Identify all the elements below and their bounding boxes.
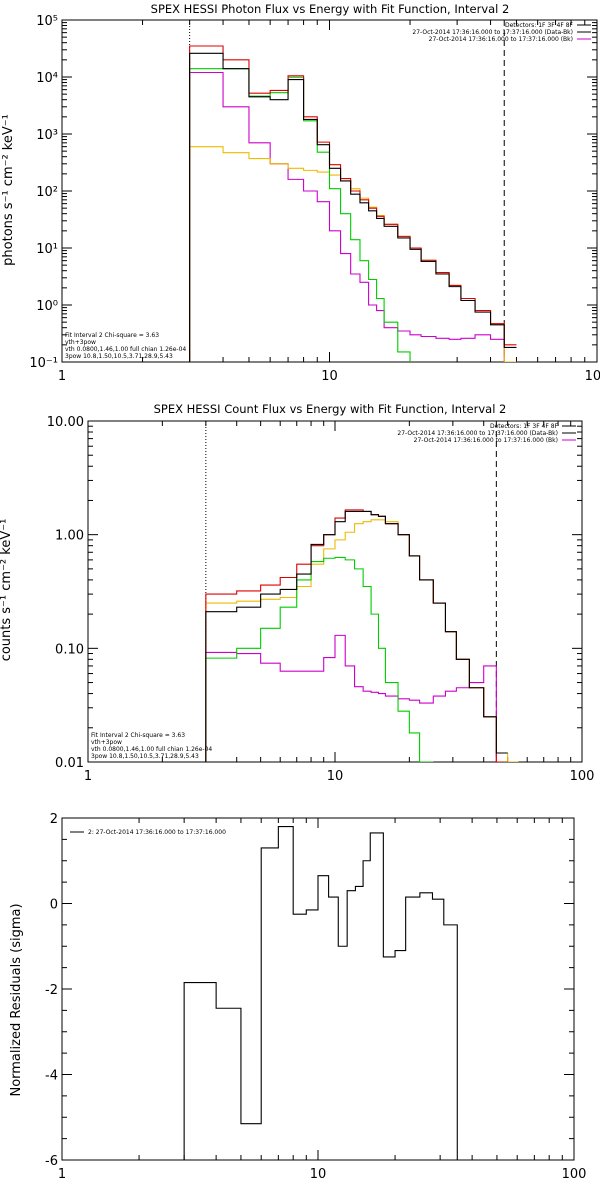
series-line	[183, 826, 458, 1160]
legend-top-label: 27-Oct-2014 17:36:16.000 to 17:37:16.000…	[397, 430, 558, 437]
y-tick-label: 10³	[36, 128, 58, 143]
x-tick-label: 10	[321, 369, 338, 384]
y-tick-label: 10¹	[36, 242, 58, 257]
y-tick-label: 10⁵	[36, 14, 58, 29]
photon-flux-title: SPEX HESSI Photon Flux vs Energy with Fi…	[151, 2, 510, 16]
series-line	[189, 52, 517, 362]
photon-flux-ylabel: photons s⁻¹ cm⁻² keV⁻¹	[1, 114, 16, 266]
legend-top-label: 27-Oct-2014 17:36:16.000 to 17:37:16.000…	[429, 36, 573, 43]
y-tick-label: 1.00	[55, 529, 84, 544]
x-tick-label: 10	[327, 769, 344, 784]
y-tick-label: 10²	[36, 185, 58, 200]
legend-bottom-label: Fit Interval 2 Chi-square = 3.63	[91, 732, 185, 739]
legend-top-label: 27-Oct-2014 17:36:16.000 to 17:37:16.000…	[414, 437, 558, 444]
count-flux-panel: SPEX HESSI Count Flux vs Energy with Fit…	[0, 402, 594, 784]
y-tick-label: 10.00	[47, 415, 84, 430]
legend-top-label: 27-Oct-2014 17:36:16.000 to 17:37:16.000…	[412, 29, 573, 36]
legend-bottom-label: vth+3pow	[65, 339, 96, 346]
series-line	[189, 68, 411, 362]
y-tick-label: 0.10	[55, 642, 84, 657]
y-tick-label: -4	[45, 1069, 58, 1084]
legend-top-label: Detectors: 1F 3F 4F 8F	[490, 423, 559, 430]
y-tick-label: 0	[50, 898, 58, 913]
x-tick-label: 10	[310, 1167, 327, 1182]
y-tick-label: 0.01	[55, 756, 84, 771]
legend-bottom-label: Fit Interval 2 Chi-square = 3.63	[65, 332, 159, 339]
photon-flux-panel: SPEX HESSI Photon Flux vs Energy with Fi…	[1, 2, 600, 384]
y-tick-label: 10⁴	[36, 71, 58, 86]
y-tick-label: -2	[45, 983, 58, 998]
y-tick-label: 10⁻¹	[29, 356, 58, 371]
legend-bottom-label: 3pow 10.8,1.50,10.5,3.71,28.9,5.43	[65, 353, 173, 360]
legend-bottom-label: 3pow 10.8,1.50,10.5,3.71,28.9,5.43	[91, 753, 199, 760]
y-tick-label: 10⁰	[36, 299, 58, 314]
legend-bottom-label: vth 0.0800,1.46,1.00 full chian 1.26e-04	[91, 746, 212, 753]
x-tick-label: 1	[58, 369, 66, 384]
count-flux-title: SPEX HESSI Count Flux vs Energy with Fit…	[154, 402, 507, 416]
y-tick-label: -6	[45, 1154, 58, 1169]
x-tick-label: 1	[58, 1167, 66, 1182]
count-flux-ylabel: counts s⁻¹ cm⁻² keV⁻¹	[0, 519, 14, 662]
series-line	[205, 634, 497, 762]
legend-label: 2: 27-Oct-2014 17:36:16.000 to 17:37:16.…	[88, 829, 226, 836]
x-tick-label: 100	[570, 769, 595, 784]
x-tick-label: 100	[585, 369, 600, 384]
legend-top-label: Detectors: 1F 3F 4F 8F	[505, 22, 574, 29]
residuals-panel: Normalized Residuals (sigma) 1 10 100 -6 -4 -…	[9, 812, 586, 1182]
y-tick-label: 2	[50, 812, 58, 827]
x-tick-label: 100	[562, 1167, 587, 1182]
residuals-ylabel: Normalized Residuals (sigma)	[9, 903, 24, 1096]
series-line	[205, 510, 508, 762]
x-tick-label: 1	[84, 769, 92, 784]
legend-bottom-label: vth 0.0800,1.46,1.00 full chian 1.26e-04	[65, 346, 186, 353]
legend-bottom-label: vth+3pow	[91, 739, 122, 746]
series-line	[205, 556, 434, 762]
